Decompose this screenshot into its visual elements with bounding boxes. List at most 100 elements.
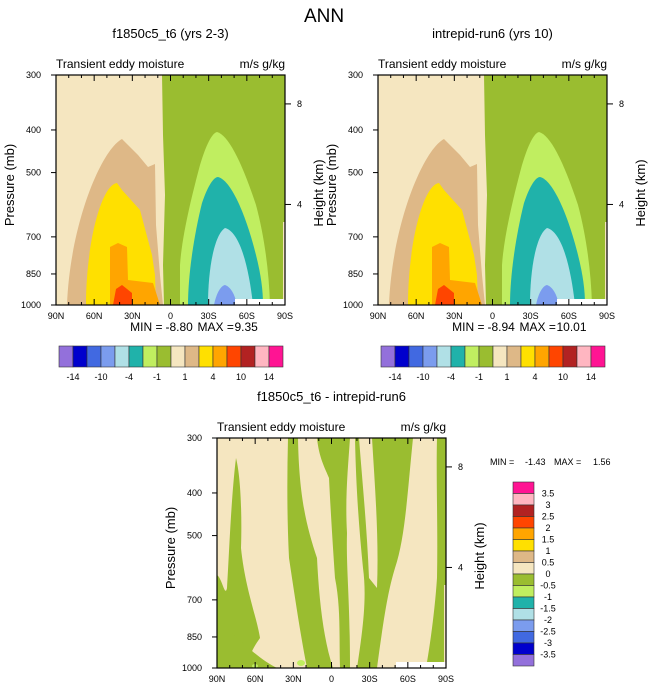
colorbar-box	[394, 345, 410, 368]
y-tick-label: 700	[26, 232, 41, 242]
x-tick-label: 90N	[48, 311, 65, 321]
y-tick-label: 400	[187, 488, 202, 498]
colorbar-box	[506, 345, 522, 368]
colorbar-box	[512, 493, 535, 506]
panel-test: intrepid-run6 (yrs 10) Transient eddy moi…	[324, 26, 648, 382]
colorbar-box	[114, 345, 130, 368]
colorbar: -14 -10 -4 -1 1 4 10 14	[380, 345, 606, 382]
colorbar-box	[512, 654, 535, 667]
colorbar-label: 4	[532, 372, 537, 382]
colorbar-box	[72, 345, 88, 368]
colorbar-box	[198, 345, 214, 368]
colorbar-label: -10	[94, 372, 107, 382]
y-tick-label: 500	[348, 168, 363, 178]
x-tick-label: 60N	[247, 674, 264, 684]
x-tick-label: 90N	[370, 311, 387, 321]
colorbar-label: 2.5	[542, 512, 555, 522]
height-tick-label: 4	[297, 199, 302, 209]
colorbar-box	[422, 345, 438, 368]
colorbar-label: -10	[416, 372, 429, 382]
min-value: -8.94	[488, 320, 516, 334]
y-tick-label: 300	[187, 433, 202, 443]
colorbar-label: 4	[210, 372, 215, 382]
colorbar-label: -1.5	[540, 604, 556, 614]
x-tick-label: 60S	[239, 311, 255, 321]
panel-title: f1850c5_t6 - intrepid-run6	[257, 389, 406, 404]
y-tick-label: 1000	[21, 300, 41, 310]
y-tick-label: 850	[26, 269, 41, 279]
min-label: MIN =	[452, 320, 484, 334]
x-tick-label: 60N	[86, 311, 103, 321]
max-value: 10.01	[557, 320, 587, 334]
colorbar-label: 10	[236, 372, 246, 382]
panel-title: intrepid-run6 (yrs 10)	[432, 26, 553, 41]
x-tick-label: 60S	[561, 311, 577, 321]
colorbar-label: -1	[544, 592, 552, 602]
colorbar-box	[492, 345, 508, 368]
colorbar-box	[512, 631, 535, 644]
colorbar-box	[450, 345, 466, 368]
colorbar-label: 1	[182, 372, 187, 382]
colorbar-label: -14	[66, 372, 79, 382]
x-tick-label: 30N	[124, 311, 141, 321]
x-tick-label: 0	[329, 674, 334, 684]
colorbar-box	[512, 539, 535, 552]
colorbar-box	[478, 345, 494, 368]
y-axis-right-label: Height (km)	[472, 522, 487, 589]
colorbar-box	[512, 562, 535, 575]
y-tick-label: 500	[187, 531, 202, 541]
colorbar-label: -4	[125, 372, 133, 382]
y-tick-label: 700	[348, 232, 363, 242]
colorbar-label: 3.5	[542, 489, 555, 499]
colorbar-label: 3	[545, 500, 550, 510]
height-tick-label: 4	[619, 199, 624, 209]
colorbar-label: 1	[504, 372, 509, 382]
right-subtitle: m/s g/kg	[240, 57, 285, 71]
left-subtitle: Transient eddy moisture	[378, 57, 507, 71]
max-label: MAX =	[520, 320, 556, 334]
colorbar-label: 0.5	[542, 558, 555, 568]
x-tick-label: 90S	[599, 311, 615, 321]
y-axis-label: Pressure (mb)	[324, 144, 339, 226]
colorbar-label: -14	[388, 372, 401, 382]
colorbar-label: -0.5	[540, 581, 556, 591]
panel-difference: f1850c5_t6 - intrepid-run6 Transient eddy…	[163, 389, 611, 684]
min-label: MIN =	[490, 457, 514, 467]
y-tick-label: 700	[187, 595, 202, 605]
y-tick-label: 500	[26, 168, 41, 178]
x-tick-label: 60S	[400, 674, 416, 684]
colorbar-box	[240, 345, 256, 368]
x-tick-label: 30N	[285, 674, 302, 684]
min-value: -8.80	[166, 320, 194, 334]
height-tick-label: 8	[619, 99, 624, 109]
y-tick-label: 400	[26, 125, 41, 135]
colorbar-box	[268, 345, 284, 368]
y-axis-label: Pressure (mb)	[163, 507, 178, 589]
colorbar-box	[512, 504, 535, 517]
colorbar-box	[512, 585, 535, 598]
left-subtitle: Transient eddy moisture	[217, 420, 346, 434]
colorbar: -14 -10 -4 -1 1 4 10 14	[58, 345, 284, 382]
colorbar-box	[170, 345, 186, 368]
x-tick-label: 60N	[408, 311, 425, 321]
colorbar-box	[512, 642, 535, 655]
colorbar-box	[512, 619, 535, 632]
colorbar-box	[512, 481, 535, 494]
y-tick-label: 850	[187, 632, 202, 642]
y-tick-label: 300	[26, 70, 41, 80]
colorbar-box	[512, 573, 535, 586]
colorbar-box	[254, 345, 270, 368]
colorbar-box	[534, 345, 550, 368]
y-axis-label: Pressure (mb)	[2, 144, 17, 226]
colorbar-label: -4	[447, 372, 455, 382]
colorbar-box	[512, 596, 535, 609]
panel-title: f1850c5_t6 (yrs 2-3)	[112, 26, 228, 41]
panel-control: f1850c5_t6 (yrs 2-3) Transient eddy moist…	[2, 26, 326, 382]
contour-field	[378, 75, 607, 305]
y-axis-right-label: Height (km)	[633, 159, 648, 226]
max-value: 9.35	[235, 320, 259, 334]
colorbar-box	[436, 345, 452, 368]
height-tick-label: 8	[297, 99, 302, 109]
max-label: MAX =	[554, 457, 581, 467]
colorbar-box	[512, 516, 535, 529]
